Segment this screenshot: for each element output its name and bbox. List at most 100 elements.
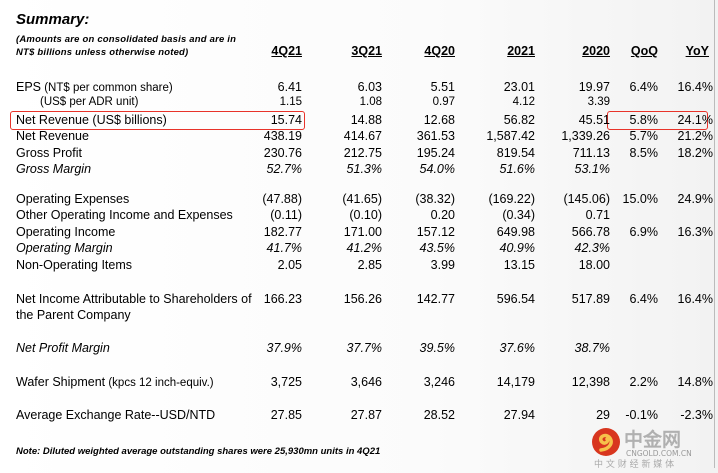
row-label: Net Profit Margin [16, 341, 110, 355]
row-label-text: Net Profit Margin [16, 341, 110, 355]
cell-4: 517.89 [571, 292, 610, 306]
row-label-text: Non-Operating Items [16, 258, 133, 272]
cell-0: (0.11) [270, 208, 302, 222]
row-label-text: Operating Income [16, 225, 116, 239]
cell-2: 157.12 [416, 225, 455, 239]
cell-2: 3.99 [430, 258, 455, 272]
cell-6: 24.9% [677, 192, 713, 206]
cell-2: 195.24 [416, 146, 455, 160]
cell-3: 819.54 [496, 146, 535, 160]
row-label: Non-Operating Items [16, 258, 132, 272]
row-label: Net Income Attributable to Shareholders … [16, 292, 252, 322]
cell-4: 53.1% [574, 162, 610, 176]
cell-6: 16.3% [677, 225, 713, 239]
row-label-text: Average Exchange Rate--USD/NTD [16, 408, 216, 422]
row-label: Gross Profit [16, 146, 82, 160]
row-label-text: Other Operating Income and Expenses [16, 208, 233, 222]
cell-4: 29 [596, 408, 610, 422]
cngold-watermark-logo: 中金网 CNGOLD.COM.CN 中 文 财 经 新 媒 体 [590, 426, 712, 470]
cell-1: 3,646 [350, 375, 382, 389]
table-row: Net Income Attributable to Shareholders … [0, 292, 718, 322]
cell-6: 21.2% [677, 129, 713, 143]
cell-3: 56.82 [503, 113, 535, 127]
cell-3: 40.9% [499, 241, 535, 255]
cell-1: 414.67 [343, 129, 382, 143]
row-label: Operating Income [16, 225, 115, 239]
cell-1: 41.2% [346, 241, 382, 255]
cell-3: 596.54 [496, 292, 535, 306]
cell-2: 361.53 [416, 129, 455, 143]
cell-0: 15.74 [270, 113, 302, 127]
cell-3: 649.98 [496, 225, 535, 239]
cell-6: 16.4% [677, 292, 713, 306]
cell-0: 438.19 [263, 129, 302, 143]
table-row: Net Profit Margin 37.9% 37.7% 39.5% 37.6% 38.… [0, 341, 718, 357]
row-label-text: Net Revenue (US$ billions) [16, 113, 167, 127]
cell-5: 8.5% [629, 146, 659, 160]
cell-3: (0.34) [502, 208, 535, 222]
cell-6: 16.4% [677, 80, 713, 94]
page-edge-divider [714, 0, 715, 468]
cell-0: 52.7% [266, 162, 302, 176]
cell-3: (169.22) [488, 192, 535, 206]
cell-1: (41.65) [342, 192, 382, 206]
cell-0: 182.77 [263, 225, 302, 239]
cell-4: 3.39 [587, 96, 610, 108]
cell-3: 23.01 [503, 80, 535, 94]
cell-4: 38.7% [574, 341, 610, 355]
row-label: Net Revenue [16, 129, 89, 143]
cell-5: 5.7% [629, 129, 659, 143]
cell-3: 14,179 [496, 375, 535, 389]
cell-0: 6.41 [277, 80, 302, 94]
table-row: Operating Expenses (47.88) (41.65) (38.32) (… [0, 192, 718, 208]
cell-2: (38.32) [415, 192, 455, 206]
cell-6: 18.2% [677, 146, 713, 160]
cell-4: 566.78 [571, 225, 610, 239]
cell-0: 27.85 [270, 408, 302, 422]
cell-2: 5.51 [430, 80, 455, 94]
cell-2: 0.20 [430, 208, 455, 222]
highlight-box-value [10, 111, 305, 130]
row-label-text: EPS [16, 80, 42, 94]
cell-2: 142.77 [416, 292, 455, 306]
cell-2: 28.52 [423, 408, 455, 422]
cell-1: 37.7% [346, 341, 382, 355]
row-label-unit: (NT$ per common share) [41, 82, 173, 94]
table-row: EPS (NT$ per common share) 6.41 6.03 5.51 23… [0, 80, 718, 96]
table-row: Operating Margin 41.7% 41.2% 43.5% 40.9% 42.3… [0, 241, 718, 257]
cell-0: 3,725 [270, 375, 302, 389]
col-header-4q20: 4Q20 [424, 44, 455, 58]
row-label: Gross Margin [16, 162, 91, 176]
table-row: (US$ per ADR unit) 1.15 1.08 0.97 4.12 3.39 [0, 96, 718, 112]
col-header-2020: 2020 [582, 44, 610, 58]
cell-4: 0.71 [585, 208, 610, 222]
cell-4: 711.13 [572, 146, 610, 160]
cell-5: 6.4% [629, 80, 659, 94]
cell-4: (145.06) [563, 192, 610, 206]
cell-0: 1.15 [279, 96, 302, 108]
row-label: Other Operating Income and Expenses [16, 208, 233, 222]
cell-4: 12,398 [571, 375, 610, 389]
cell-6: 24.1% [677, 113, 713, 127]
cell-5: 6.9% [629, 225, 659, 239]
cell-2: 39.5% [419, 341, 455, 355]
cell-3: 51.6% [499, 162, 535, 176]
cell-1: 6.03 [357, 80, 382, 94]
summary-title: Summary: [16, 11, 90, 28]
cell-2: 43.5% [419, 241, 455, 255]
row-label-unit: (kpcs 12 inch-equiv.) [105, 377, 214, 389]
cell-0: 41.7% [266, 241, 302, 255]
row-label: Operating Expenses [16, 192, 129, 206]
cell-4: 45.51 [578, 113, 610, 127]
cell-3: 37.6% [499, 341, 535, 355]
table-row: Non-Operating Items 2.05 2.85 3.99 13.15 18.0… [0, 258, 718, 274]
cell-5: 6.4% [629, 292, 659, 306]
table-row: Wafer Shipment (kpcs 12 inch-equiv.) 3,72… [0, 375, 718, 391]
cell-2: 3,246 [423, 375, 455, 389]
row-label-text: Gross Margin [16, 162, 92, 176]
cell-1: 156.26 [343, 292, 382, 306]
col-header-2021: 2021 [507, 44, 535, 58]
cell-0: 2.05 [277, 258, 302, 272]
cell-5: 2.2% [629, 375, 659, 389]
cell-1: 14.88 [350, 113, 382, 127]
